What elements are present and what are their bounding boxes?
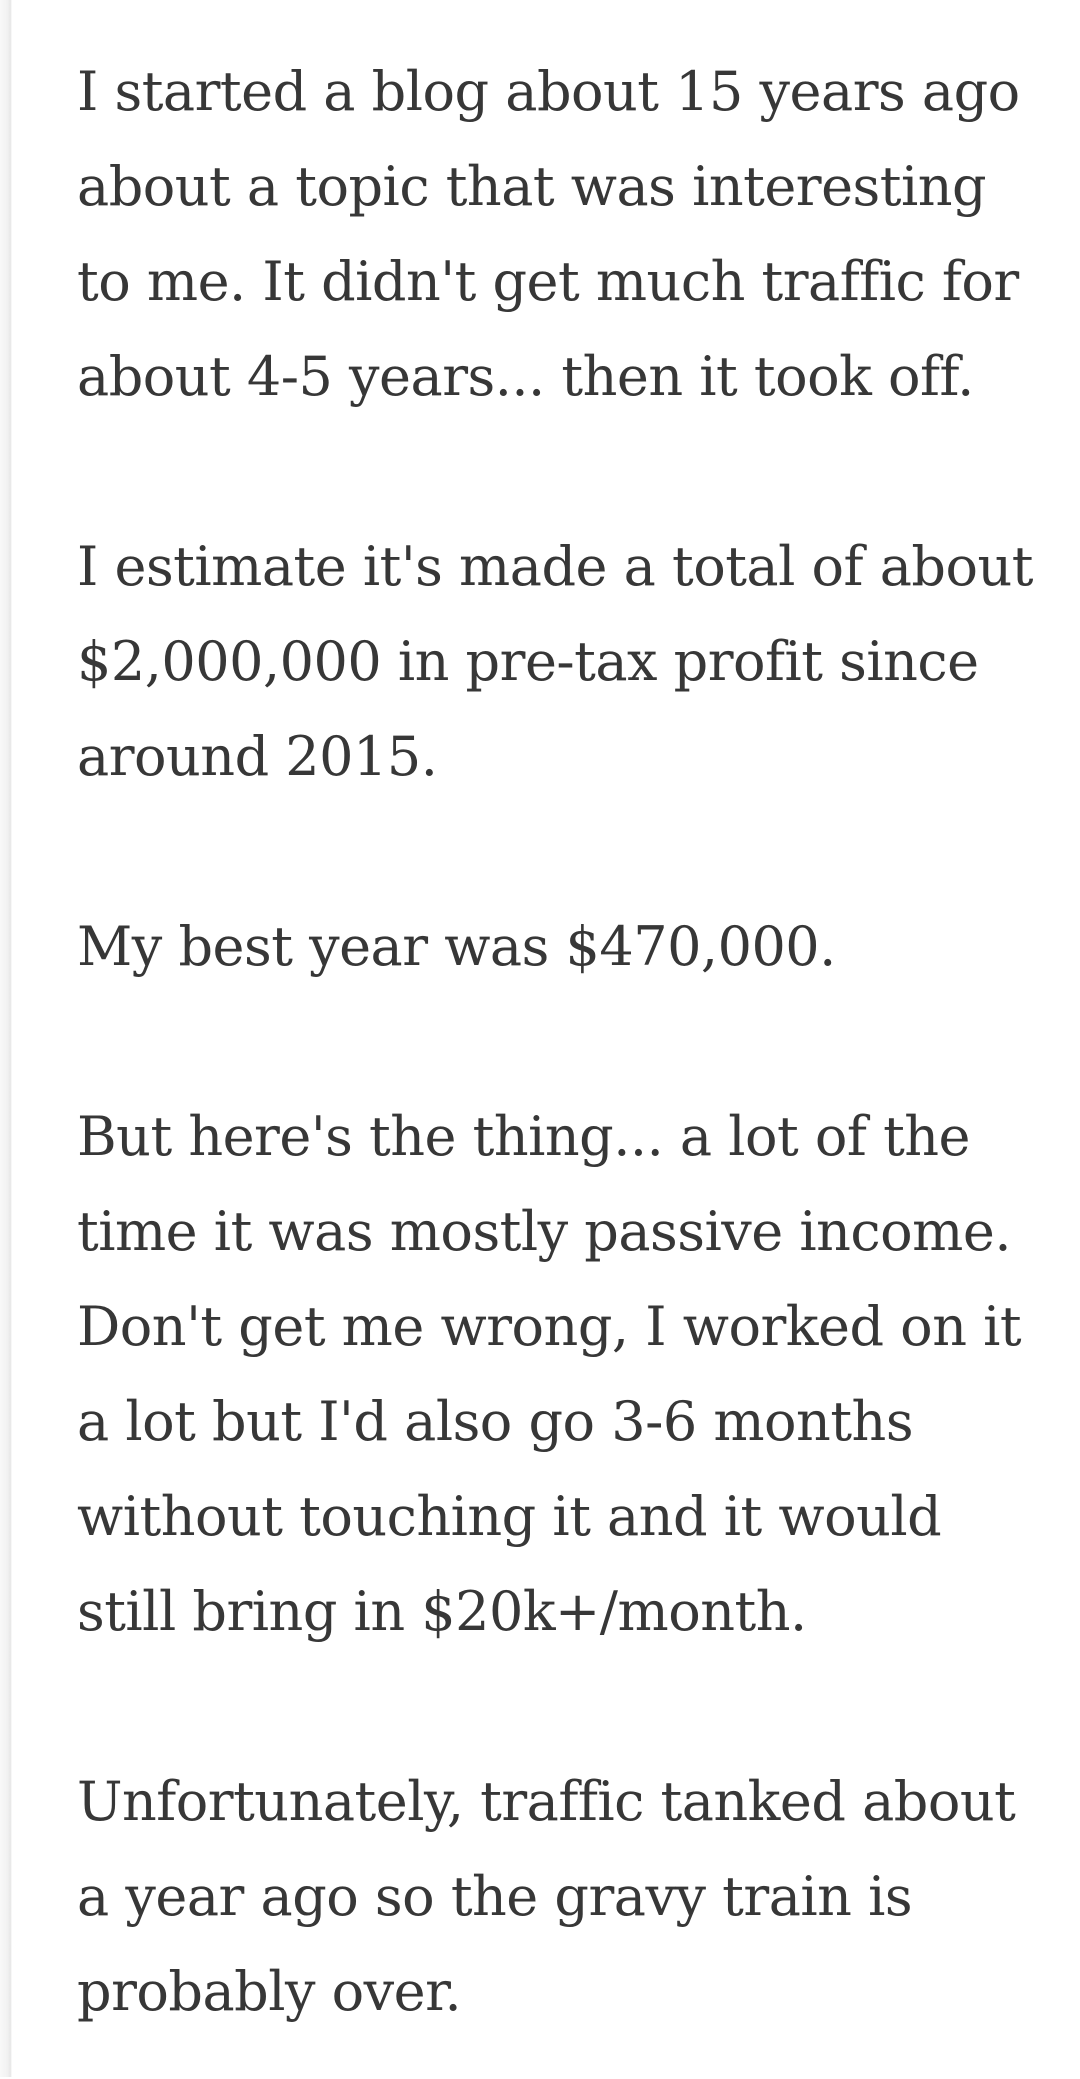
text-line: about 4-5 years... then it took off. [77,345,974,408]
paragraph: My best year was $470,000. [77,899,1044,994]
text-line: $2,000,000 in pre-tax profit since [77,630,979,693]
text-line: without touching it and it would [77,1485,942,1548]
text-line: a lot but I'd also go 3-6 months [77,1390,914,1453]
text-line: about a topic that was interesting [77,155,987,218]
text-line: probably over. [77,1960,462,2023]
text-line: around 2015. [77,725,438,788]
paragraph: But here's the thing... a lot of the time… [77,1089,1044,1659]
text-line: to me. It didn't get much traffic for [77,250,1019,313]
text-line: But here's the thing... a lot of the [77,1105,971,1168]
text-line: still bring in $20k+/month. [77,1580,807,1643]
paragraph: I started a blog about 15 years ago about… [77,44,1044,424]
text-line: time it was mostly passive income. [77,1200,1012,1263]
text-line: Unfortunately, traffic tanked about [77,1770,1016,1833]
text-line: a year ago so the gravy train is [77,1865,913,1928]
paragraph: I estimate it's made a total of about $2,… [77,519,1044,804]
text-line: I started a blog about 15 years ago [77,60,1020,123]
text-line: Don't get me wrong, I worked on it [77,1295,1022,1358]
left-edge-strip [0,0,12,2077]
paragraph: Unfortunately, traffic tanked about a yea… [77,1754,1044,2039]
text-line: I estimate it's made a total of about [77,535,1033,598]
text-line: My best year was $470,000. [77,915,836,978]
